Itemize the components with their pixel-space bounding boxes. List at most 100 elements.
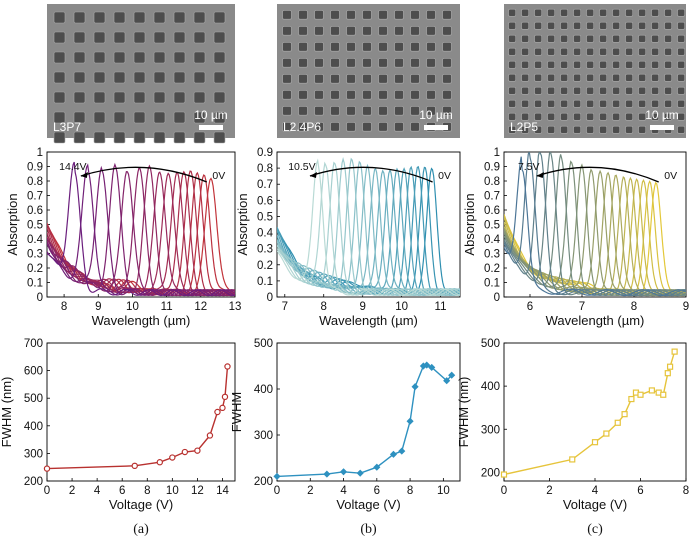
absorption-spectra-chart: 7 8 9 10 11 0 0.1 0.2 0.3 0.4 0.5 0.6 0.7 0.8 0.9 Wavel…: [235, 147, 461, 328]
sem-scale-label: 10 µm: [419, 108, 453, 122]
voltage-end-label: 0V: [664, 170, 677, 182]
sem-pillar: [73, 111, 86, 124]
y-tick-label: 0.9: [484, 162, 500, 174]
sem-pillar: [638, 47, 646, 56]
sem-pillar: [586, 60, 594, 69]
x-tick-label: 10: [166, 485, 179, 497]
fwhm-chart: 0 2 4 6 8 200 300 400 500 Voltage (V) FWHM (nm): [456, 338, 689, 512]
x-tick-label: 4: [340, 485, 347, 497]
sem-pillar: [534, 73, 542, 82]
spectrum-line: [47, 177, 235, 296]
sem-pillar: [394, 42, 404, 52]
y-tick-label: 300: [24, 448, 43, 460]
x-axis-label: Voltage (V): [109, 497, 173, 512]
y-axis-label: FWHM (nm): [0, 377, 14, 448]
voltage-arrow-head: [80, 172, 88, 178]
y-tick-label: 0.5: [484, 220, 500, 232]
sem-pillar: [560, 73, 568, 82]
sem-pillar: [560, 60, 568, 69]
x-axis-label: Voltage (V): [336, 497, 400, 512]
spectrum-line: [277, 158, 460, 297]
sem-scale-bar: [199, 125, 223, 130]
sem-pillar: [193, 31, 206, 44]
sem-pillar: [677, 86, 685, 95]
x-tick-label: 12: [191, 485, 204, 497]
sem-pillar: [534, 21, 542, 30]
spectra-curves: [277, 157, 460, 297]
sem-pillar: [213, 131, 226, 144]
y-tick-label: 200: [24, 476, 43, 488]
sem-pillar: [298, 58, 308, 68]
sem-pillar: [599, 47, 607, 56]
sem-pillar: [362, 122, 372, 132]
x-tick-label: 9: [683, 301, 689, 313]
sem-pillar: [664, 99, 672, 108]
sem-pillar: [93, 71, 106, 84]
sem-pillar: [410, 42, 420, 52]
sem-pillar: [638, 34, 646, 43]
sem-pillar: [547, 112, 555, 121]
y-tick-label: 0.6: [27, 205, 43, 217]
y-tick-label: 0.4: [484, 234, 501, 246]
sem-pillar: [362, 58, 372, 68]
sem-pillar: [534, 60, 542, 69]
x-tick-label: 6: [374, 485, 380, 497]
x-tick-label: 2: [546, 485, 552, 497]
sem-pillar: [113, 31, 126, 44]
axes-frame: [46, 342, 236, 482]
sem-pillar: [586, 47, 594, 56]
sem-pillar: [638, 60, 646, 69]
sem-pillar: [394, 90, 404, 100]
fwhm-point: [221, 393, 229, 401]
sem-pillar: [625, 86, 633, 95]
sem-pillar: [346, 90, 356, 100]
sem-pillar: [314, 74, 324, 84]
x-axis-label: Voltage (V): [563, 497, 627, 512]
sem-pillar: [612, 8, 620, 17]
sem-pillar: [113, 11, 126, 24]
panel-caption: (b): [360, 522, 377, 537]
spectrum-line: [504, 152, 686, 297]
sem-pillar: [193, 131, 206, 144]
sem-pillar: [53, 71, 66, 84]
x-axis-label: Wavelength (µm): [319, 313, 418, 328]
sem-pillar: [193, 71, 206, 84]
sem-pillar: [173, 11, 186, 24]
sem-pillar: [521, 21, 529, 30]
sem-pillar: [410, 26, 420, 36]
sem-pillar: [508, 99, 516, 108]
fwhm-point: [500, 471, 508, 478]
sem-pillar: [73, 71, 86, 84]
sem-pillar: [599, 86, 607, 95]
x-tick-label: 14: [216, 485, 229, 497]
y-tick-label: 0.1: [27, 278, 43, 290]
fwhm-point: [621, 411, 628, 418]
sem-pillar: [573, 73, 581, 82]
sem-pillar: [378, 58, 388, 68]
x-tick-label: 13: [229, 301, 242, 313]
fwhm-point: [273, 472, 281, 480]
sem-pillar: [651, 60, 659, 69]
y-tick-label: 0.2: [27, 263, 43, 275]
sem-scale-bar: [650, 125, 674, 130]
sem-pillar: [612, 47, 620, 56]
sem-pillar: [534, 99, 542, 108]
x-tick-label: 10: [395, 301, 408, 313]
sem-pillar: [282, 74, 292, 84]
sem-pillar: [651, 86, 659, 95]
fwhm-point: [569, 456, 576, 463]
sem-pillar: [508, 125, 516, 134]
y-tick-label: 0.9: [27, 162, 43, 174]
sem-pillar: [53, 51, 66, 64]
sem-pillar: [213, 11, 226, 24]
sem-pillar: [521, 125, 529, 134]
x-tick-label: 0: [501, 485, 507, 497]
sem-pillar: [53, 11, 66, 24]
y-tick-label: 300: [481, 424, 500, 436]
x-axis-label: Wavelength (µm): [546, 313, 645, 328]
x-tick-label: 7: [282, 301, 288, 313]
sem-pillar: [612, 60, 620, 69]
sem-pillar: [410, 74, 420, 84]
sem-pillar: [638, 73, 646, 82]
